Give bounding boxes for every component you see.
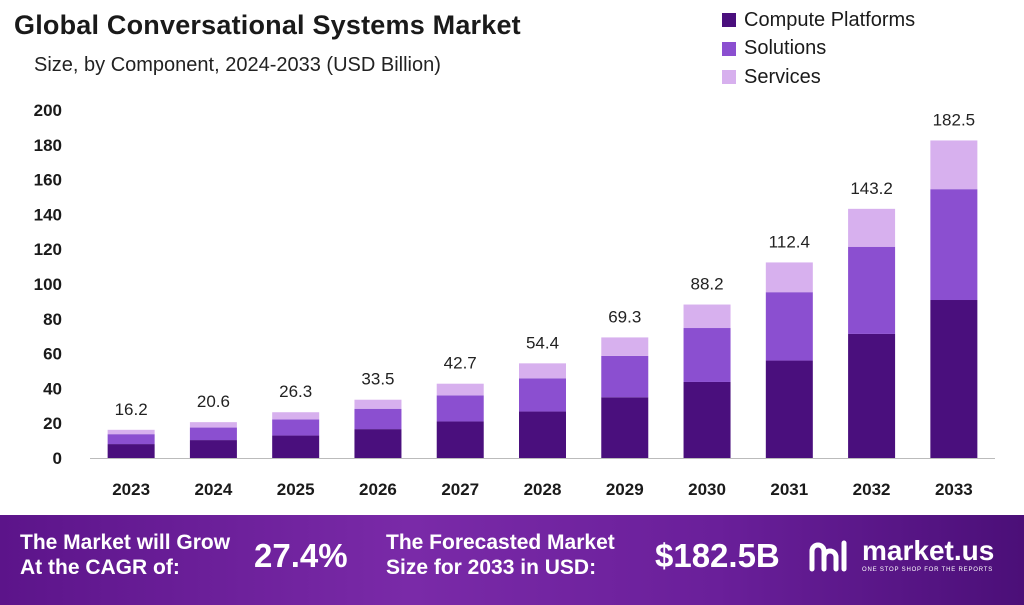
legend-label-services: Services	[744, 65, 821, 88]
bar-total-label: 88.2	[690, 275, 723, 294]
bar-segment-solutions	[930, 189, 978, 301]
bar-segment-compute-platforms	[683, 381, 731, 458]
bar-total-label: 33.5	[361, 370, 394, 389]
stacked-bar-chart: 0 20 40 60 80 100 120 140 160 180 200 16.2 2023 20.6 2…	[34, 101, 995, 499]
bar-segment-solutions	[354, 408, 402, 430]
y-tick-label: 200	[34, 101, 62, 120]
y-tick-label: 100	[34, 275, 62, 294]
bar-segment-solutions	[272, 419, 320, 436]
cagr-value: 27.4%	[254, 537, 348, 574]
x-tick-label: 2031	[770, 480, 808, 499]
y-tick-label: 20	[43, 414, 62, 433]
y-tick-label: 60	[43, 345, 62, 364]
y-tick-label: 80	[43, 310, 62, 329]
bar-segment-compute-platforms	[601, 397, 649, 458]
chart-subtitle: Size, by Component, 2024-2033 (USD Billi…	[34, 54, 441, 76]
x-tick-label: 2030	[688, 480, 726, 499]
bar-total-label: 112.4	[769, 232, 810, 251]
bar-segment-services	[930, 140, 978, 190]
bar-segment-compute-platforms	[189, 440, 237, 458]
bar-segment-compute-platforms	[354, 429, 402, 458]
bar-segment-solutions	[189, 427, 237, 441]
bar-segment-compute-platforms	[848, 333, 896, 458]
legend-swatch-solutions	[722, 41, 736, 56]
forecast-label-line1: The Forecasted Market	[386, 531, 615, 554]
bar-segment-compute-platforms	[436, 421, 484, 458]
legend-item-solutions: Solutions	[722, 35, 915, 64]
bar-total-label: 16.2	[115, 400, 148, 419]
forecast-value: $182.5B	[655, 537, 780, 574]
bar-segment-solutions	[601, 355, 649, 398]
bar-segment-solutions	[436, 395, 484, 422]
legend-label-solutions: Solutions	[744, 37, 827, 60]
forecast-label-line2: Size for 2033 in USD:	[386, 556, 597, 579]
bar-segment-services	[601, 337, 649, 356]
forecast-label: The Forecasted Market Size for 2033 in U…	[386, 530, 615, 580]
bar-segment-services	[519, 363, 566, 379]
bar-segment-services	[107, 429, 155, 435]
x-tick-label: 2033	[935, 480, 973, 499]
bar-segment-solutions	[519, 378, 566, 412]
legend-label-compute-platforms: Compute Platforms	[744, 8, 916, 31]
bar-segment-services	[436, 383, 484, 396]
market-us-logo: market.us ONE STOP SHOP FOR THE REPORTS	[808, 535, 994, 575]
y-tick-label: 160	[34, 171, 62, 190]
bar-segment-services	[272, 412, 320, 420]
x-tick-label: 2027	[441, 480, 479, 499]
x-tick-label: 2025	[277, 480, 315, 499]
bar-segment-compute-platforms	[765, 360, 813, 458]
bar-total-label: 20.6	[197, 392, 230, 411]
bar-total-label: 26.3	[279, 382, 312, 401]
x-tick-label: 2029	[606, 480, 644, 499]
legend-item-services: Services	[722, 63, 915, 92]
bar-segment-services	[354, 399, 402, 409]
market-us-logo-icon	[809, 540, 847, 572]
bar-segment-compute-platforms	[930, 300, 978, 458]
chart-legend: Compute Platforms Solutions Services	[722, 6, 915, 92]
bar-total-label: 182.5	[933, 110, 976, 129]
cagr-label-line1: The Market will Grow	[20, 531, 231, 554]
bar-total-label: 42.7	[444, 354, 477, 373]
x-tick-label: 2028	[524, 480, 562, 499]
legend-swatch-compute-platforms	[722, 13, 736, 28]
y-tick-label: 40	[43, 379, 62, 398]
bar-total-label: 69.3	[608, 307, 641, 326]
summary-banner: The Market will Grow At the CAGR of: 27.…	[0, 515, 1024, 605]
y-tick-label: 180	[34, 136, 62, 155]
bar-segment-services	[683, 304, 731, 329]
legend-swatch-services	[722, 70, 736, 85]
y-tick-label: 120	[34, 240, 62, 259]
chart-title: Global Conversational Systems Market	[14, 10, 521, 40]
bar-segment-solutions	[107, 434, 155, 445]
market-us-logo-tagline: ONE STOP SHOP FOR THE REPORTS	[862, 567, 994, 573]
y-tick-label: 140	[34, 205, 62, 224]
market-us-logo-text: market.us	[862, 535, 995, 566]
cagr-label-line2: At the CAGR of:	[20, 556, 180, 579]
bar-segment-compute-platforms	[519, 411, 566, 458]
bar-segment-compute-platforms	[107, 444, 155, 458]
bar-total-label: 143.2	[850, 179, 893, 198]
bar-segment-services	[765, 262, 813, 293]
legend-item-compute-platforms: Compute Platforms	[722, 6, 915, 35]
bar-segment-solutions	[848, 246, 896, 334]
bar-segment-services	[189, 422, 237, 428]
y-tick-label: 0	[53, 449, 62, 468]
bar-segment-services	[848, 208, 896, 247]
bar-segment-compute-platforms	[272, 435, 320, 458]
x-tick-label: 2032	[853, 480, 891, 499]
x-tick-label: 2024	[194, 480, 232, 499]
cagr-label: The Market will Grow At the CAGR of:	[20, 530, 230, 580]
bar-total-label: 54.4	[526, 333, 559, 352]
x-tick-label: 2023	[112, 480, 150, 499]
bar-segment-solutions	[683, 328, 731, 382]
bar-segment-solutions	[765, 292, 813, 361]
market-us-logo-text-block: market.us ONE STOP SHOP FOR THE REPORTS	[862, 535, 995, 574]
x-tick-label: 2026	[359, 480, 397, 499]
